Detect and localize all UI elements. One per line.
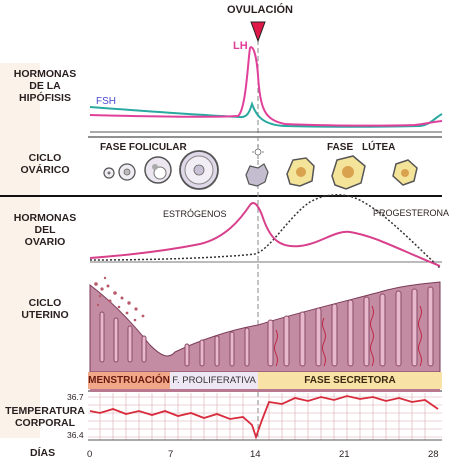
label-days: DÍAS [30,447,56,459]
progesterone-label: PROGESTERONA [373,208,450,218]
ovarian-hormones-chart [89,194,442,269]
ovulation-label: OVULACIÓN [227,4,293,16]
secretory-phase-label: FASE SECRETORA [304,375,396,386]
proliferative-phase-label: F. PROLIFERATIVA [172,375,256,386]
pituitary-hormones-chart [89,46,443,133]
day-tick-21: 21 [339,449,350,460]
day-tick-14: 14 [250,449,261,460]
proliferative-band [170,372,258,389]
menstruation-band [88,372,170,389]
label-uterine-cycle: CICLO UTERINO [21,297,69,321]
day-tick-7: 7 [168,449,174,460]
lh-label: LH [233,40,248,52]
temperature-grid [88,393,442,440]
fsh-curve [89,100,443,128]
secretory-band [258,372,442,389]
ovarian-cycle-illustration [103,145,418,190]
temp-tick-low: 36.4 [67,430,84,440]
luteal-phase-label-fase: FASE [327,142,354,153]
fsh-label: FSH [96,96,116,107]
luteal-phase-label-lutea: LÚTEA [362,142,396,153]
ovulation-marker [250,21,266,43]
temp-tick-high: 36.7 [67,392,84,402]
estrogen-label: ESTRÓGENOS [163,209,227,219]
progesterone-curve [89,194,441,269]
label-ovarian-hormones: HORMONAS DEL OVARIO [13,212,77,248]
estrogen-curve [89,202,441,267]
label-ovarian-cycle: CICLO OVÁRICO [20,152,70,176]
lh-curve [89,46,443,127]
day-tick-0: 0 [87,449,93,460]
menstruation-label: MENSTRUACIÓN [88,375,170,386]
label-pituitary-hormones: HORMONAS DE LA HIPÓFISIS [13,68,77,104]
day-tick-28: 28 [428,449,439,460]
temperature-curve [89,395,439,440]
follicular-phase-label: FASE FOLICULAR [100,142,187,153]
label-body-temperature: TEMPERATURA CORPORAL [5,405,85,429]
